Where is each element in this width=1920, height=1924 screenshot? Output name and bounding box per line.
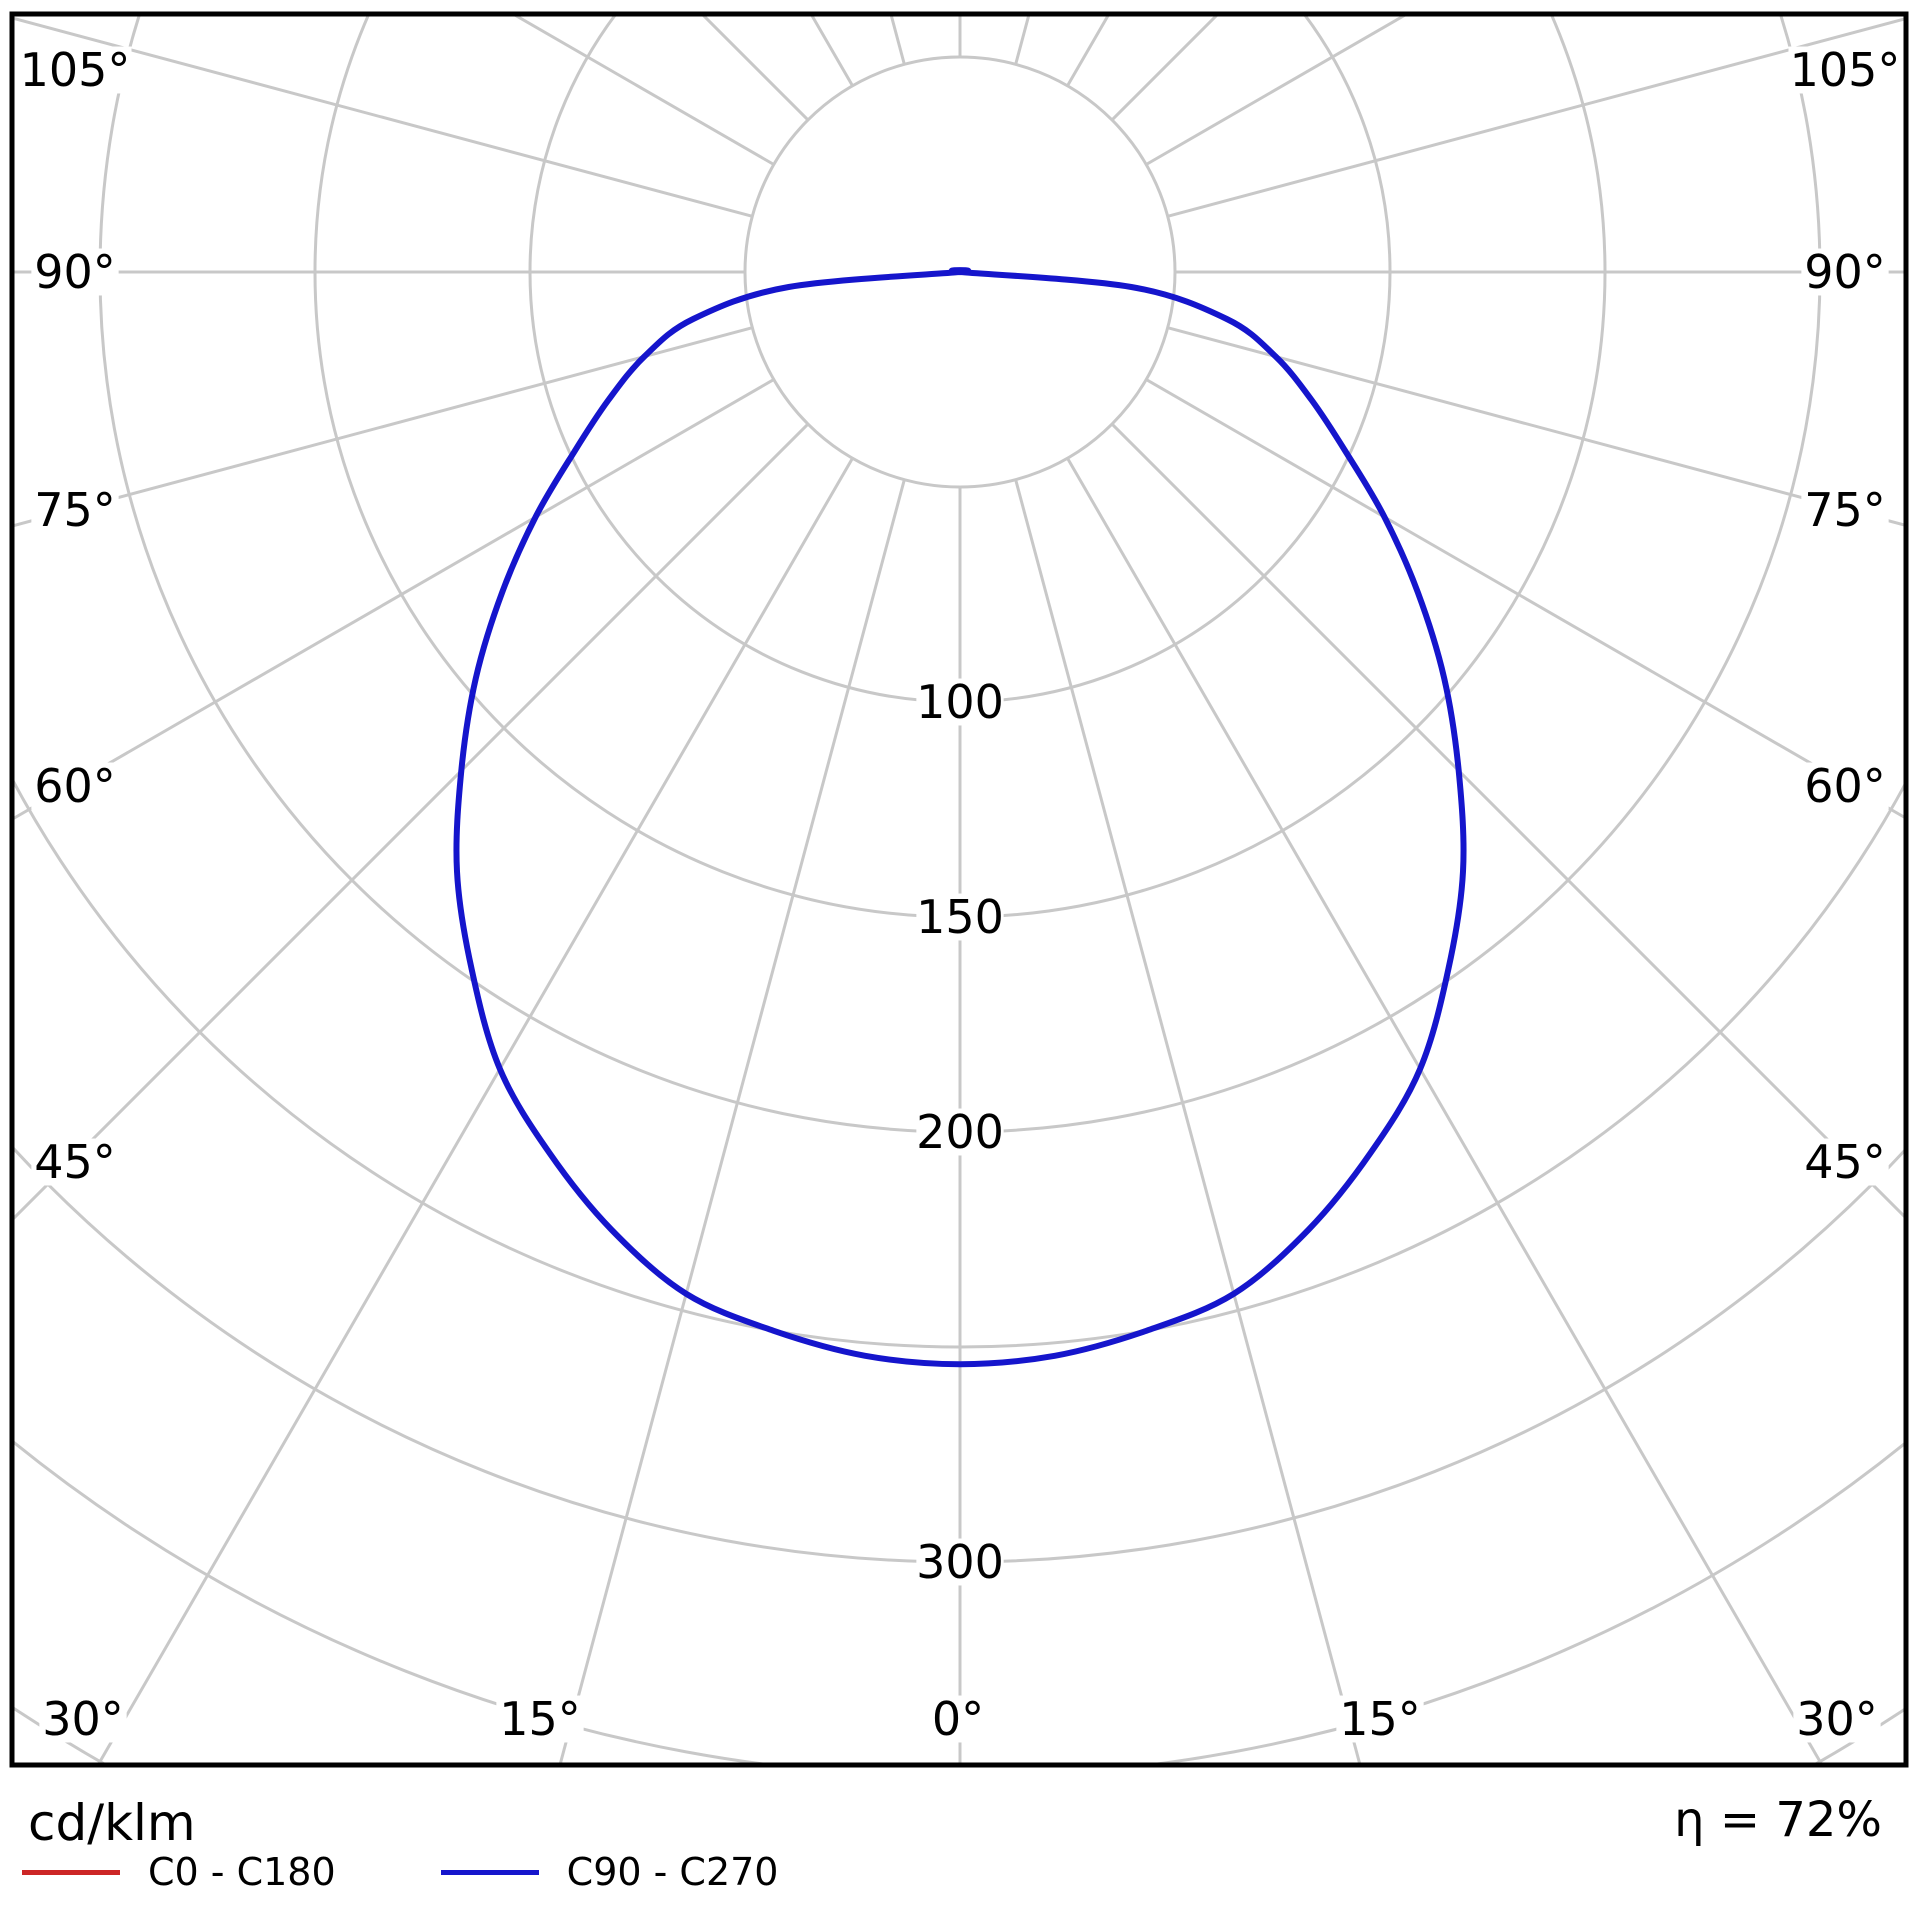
legend: C0 - C180 C90 - C270 — [22, 1852, 778, 1892]
grid-spoke-330 — [0, 458, 853, 1920]
radial-label-100: 100 — [916, 675, 1004, 729]
angle-label-right-60: 60° — [1804, 759, 1886, 813]
grid-spoke-60 — [1146, 380, 1920, 1473]
angle-label-right-90: 90° — [1804, 245, 1886, 299]
radial-label-300: 300 — [916, 1535, 1004, 1589]
legend-line-blue-icon — [441, 1870, 539, 1875]
grid-spoke-165 — [1016, 0, 1582, 64]
legend-label-c90-c270: C90 - C270 — [567, 1850, 779, 1894]
angle-label-left-90: 90° — [34, 245, 116, 299]
grid-spoke-30 — [1068, 458, 1920, 1920]
angle-label-left-75: 75° — [34, 483, 116, 537]
unit-label: cd/klm — [28, 1796, 196, 1851]
angle-label-right-15: 15° — [1339, 1692, 1421, 1746]
angle-label-left-60: 60° — [34, 759, 116, 813]
legend-item-c0-c180: C0 - C180 — [22, 1850, 336, 1894]
angle-label-left-15: 15° — [499, 1692, 581, 1746]
angle-label-left-30: 30° — [42, 1692, 124, 1746]
grid-spoke-105 — [1168, 0, 1920, 216]
angle-label-right-105: 105° — [1790, 43, 1901, 97]
legend-label-c0-c180: C0 - C180 — [148, 1850, 336, 1894]
legend-line-red-icon — [22, 1870, 120, 1875]
angle-label-left-45: 45° — [34, 1135, 116, 1189]
angle-label-right-30: 30° — [1796, 1692, 1878, 1746]
angle-label-right-75: 75° — [1804, 483, 1886, 537]
grid-spoke-255 — [0, 0, 752, 216]
angle-label-right-45: 45° — [1804, 1135, 1886, 1189]
radial-label-150: 150 — [916, 890, 1004, 944]
efficiency-label: η = 72% — [1674, 1794, 1882, 1847]
grid-spoke-300 — [0, 380, 774, 1473]
angle-label-0: 0° — [932, 1692, 984, 1746]
grid-spoke-195 — [339, 0, 905, 64]
angle-label-left-105: 105° — [20, 43, 131, 97]
radial-label-200: 200 — [916, 1105, 1004, 1159]
legend-item-c90-c270: C90 - C270 — [441, 1850, 779, 1894]
